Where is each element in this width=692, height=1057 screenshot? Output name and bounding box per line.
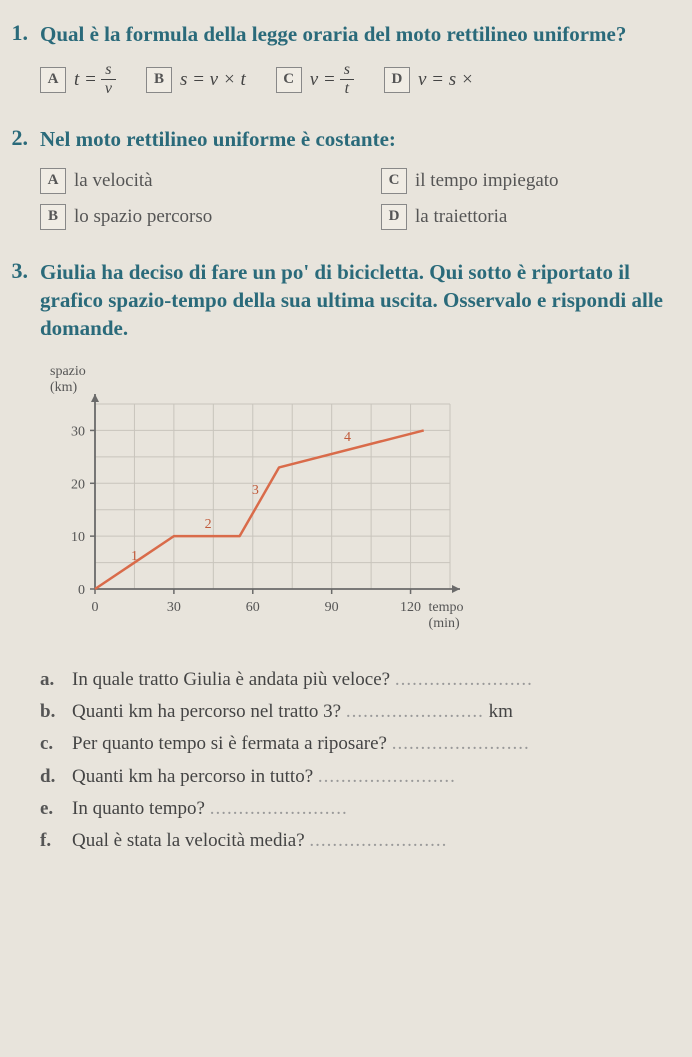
sub-text: Quanti km ha percorso nel tratto 3? ....… [72, 696, 682, 728]
option-formula: t = s v [74, 62, 116, 97]
sub-letter: b. [40, 696, 62, 728]
svg-text:3: 3 [252, 483, 259, 498]
answer-blank[interactable]: ........................ [395, 669, 533, 690]
svg-text:4: 4 [344, 430, 351, 445]
sub-b: b. Quanti km ha percorso nel tratto 3? .… [40, 696, 682, 728]
svg-text:spazio: spazio [50, 364, 86, 379]
question-2-options: A la velocità C il tempo impiegato B lo … [0, 168, 682, 230]
answer-blank[interactable]: ........................ [309, 830, 447, 851]
svg-text:1: 1 [131, 549, 138, 564]
option-letter-box: C [381, 168, 407, 194]
svg-text:tempo: tempo [429, 600, 464, 615]
unit-label: km [489, 701, 513, 722]
answer-blank[interactable]: ........................ [210, 798, 348, 819]
sub-text: Qual è stata la velocità media? ........… [72, 825, 682, 857]
answer-blank[interactable]: ........................ [392, 733, 530, 754]
sub-letter: d. [40, 761, 62, 793]
svg-text:0: 0 [78, 583, 85, 598]
svg-text:10: 10 [71, 530, 85, 545]
svg-text:2: 2 [205, 517, 212, 532]
option-formula: s = v × t [180, 69, 246, 91]
svg-text:20: 20 [71, 477, 85, 492]
option-letter-box: D [384, 67, 410, 93]
fraction-denominator: t [341, 80, 353, 97]
option-a[interactable]: A t = s v [40, 62, 116, 97]
svg-text:30: 30 [71, 424, 85, 439]
question-number: 2. [0, 125, 28, 151]
option-letter-box: D [381, 204, 407, 230]
sub-question-text: Per quanto tempo si è fermata a riposare… [72, 733, 387, 754]
svg-text:120: 120 [400, 600, 421, 615]
chart-container: spazio(km) 0 30 60 90 120 0 10 20 30 tempo(min) 1 2 3… [0, 359, 682, 644]
option-d[interactable]: D v = s × [384, 67, 474, 93]
option-label: il tempo impiegato [415, 170, 559, 192]
option-letter-box: B [40, 204, 66, 230]
option-label: la velocità [74, 170, 153, 192]
sub-questions: a. In quale tratto Giulia è andata più v… [0, 664, 682, 858]
sub-text: Quanti km ha percorso in tutto? ........… [72, 761, 682, 793]
sub-text: In quanto tempo? .......................… [72, 793, 682, 825]
fraction-numerator: s [101, 62, 115, 80]
answer-blank[interactable]: ........................ [318, 766, 456, 787]
option-formula: v = s × [418, 69, 474, 91]
option-formula: v = s t [310, 62, 354, 97]
question-text: Qual è la formula della legge oraria del… [40, 20, 682, 48]
svg-text:0: 0 [92, 600, 99, 615]
sub-question-text: In quale tratto Giulia è andata più velo… [72, 669, 390, 690]
sub-letter: e. [40, 793, 62, 825]
question-text: Nel moto rettilineo uniforme è costante: [40, 125, 682, 153]
question-3-header: 3. Giulia ha deciso di fare un po' di bi… [0, 258, 682, 343]
question-1-options: A t = s v B s = v × t C v = s t [0, 62, 682, 97]
answer-blank[interactable]: ........................ [346, 701, 484, 722]
option-letter-box: B [146, 67, 172, 93]
svg-text:30: 30 [167, 600, 181, 615]
sub-question-text: Quanti km ha percorso in tutto? [72, 766, 313, 787]
option-a[interactable]: A la velocità [40, 168, 341, 194]
question-number: 1. [0, 20, 28, 46]
question-3: 3. Giulia ha deciso di fare un po' di bi… [0, 258, 682, 858]
fraction-numerator: s [340, 62, 354, 80]
formula-prefix: t = [74, 69, 97, 91]
sub-question-text: Qual è stata la velocità media? [72, 830, 305, 851]
fraction: s t [340, 62, 354, 97]
fraction-denominator: v [101, 80, 116, 97]
question-number: 3. [0, 258, 28, 284]
svg-text:90: 90 [325, 600, 339, 615]
question-2-header: 2. Nel moto rettilineo uniforme è costan… [0, 125, 682, 153]
question-1: 1. Qual è la formula della legge oraria … [0, 20, 682, 97]
sub-c: c. Per quanto tempo si è fermata a ripos… [40, 728, 682, 760]
sub-letter: f. [40, 825, 62, 857]
question-2: 2. Nel moto rettilineo uniforme è costan… [0, 125, 682, 229]
sub-letter: a. [40, 664, 62, 696]
sub-letter: c. [40, 728, 62, 760]
svg-text:60: 60 [246, 600, 260, 615]
svg-text:(km): (km) [50, 380, 78, 395]
sub-text: In quale tratto Giulia è andata più velo… [72, 664, 682, 696]
svg-text:(min): (min) [429, 616, 460, 631]
option-label: lo spazio percorso [74, 206, 212, 228]
question-1-header: 1. Qual è la formula della legge oraria … [0, 20, 682, 48]
option-d[interactable]: D la traiettoria [381, 204, 682, 230]
option-c[interactable]: C v = s t [276, 62, 354, 97]
option-b[interactable]: B s = v × t [146, 67, 246, 93]
space-time-chart: spazio(km) 0 30 60 90 120 0 10 20 30 tempo(min) 1 2 3… [40, 359, 470, 639]
option-letter-box: C [276, 67, 302, 93]
option-b[interactable]: B lo spazio percorso [40, 204, 341, 230]
option-c[interactable]: C il tempo impiegato [381, 168, 682, 194]
sub-a: a. In quale tratto Giulia è andata più v… [40, 664, 682, 696]
fraction: s v [101, 62, 116, 97]
formula-prefix: v = [310, 69, 336, 91]
option-letter-box: A [40, 67, 66, 93]
option-label: la traiettoria [415, 206, 507, 228]
sub-text: Per quanto tempo si è fermata a riposare… [72, 728, 682, 760]
question-text: Giulia ha deciso di fare un po' di bicic… [40, 258, 682, 343]
sub-question-text: Quanti km ha percorso nel tratto 3? [72, 701, 341, 722]
sub-e: e. In quanto tempo? ....................… [40, 793, 682, 825]
sub-d: d. Quanti km ha percorso in tutto? .....… [40, 761, 682, 793]
option-letter-box: A [40, 168, 66, 194]
sub-question-text: In quanto tempo? [72, 798, 205, 819]
sub-f: f. Qual è stata la velocità media? .....… [40, 825, 682, 857]
